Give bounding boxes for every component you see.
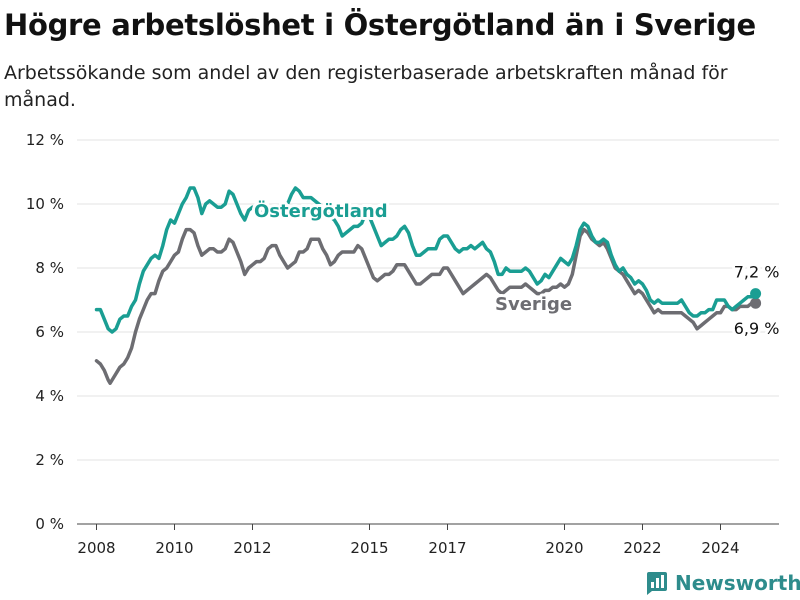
sverige-line (94, 227, 758, 385)
grid-layer (77, 139, 779, 525)
x-tick-label: 2022 (623, 539, 661, 557)
sverige-end-point (750, 297, 762, 309)
x-tick-label: 2024 (701, 539, 739, 557)
chart-subtitle: Arbetssökande som andel av den registerb… (4, 62, 728, 111)
ostergotland-series-label: Östergötland (254, 200, 388, 222)
y-tick-label: 0 % (35, 515, 64, 533)
ostergotland-end-label: 7,2 % (734, 263, 780, 282)
sverige-series-label: Sverige (495, 294, 572, 315)
y-tick-label: 2 % (35, 451, 64, 469)
x-tick-label: 2012 (233, 539, 271, 557)
ostergotland-line (94, 186, 758, 334)
x-tick-label: 2017 (428, 539, 466, 557)
x-tick-label: 2015 (350, 539, 388, 557)
y-tick-label: 4 % (35, 387, 64, 405)
y-tick-label: 8 % (35, 259, 64, 277)
sverige-end-label: 6,9 % (734, 319, 780, 338)
x-tick-label: 2010 (155, 539, 193, 557)
brand-name: Newsworthy (675, 571, 800, 595)
axis-layer: 0 % 2 % 4 % 6 % 8 % 10 % 12 % 2008 2010 2012 2015 2… (26, 131, 779, 557)
series-layer (94, 186, 762, 385)
label-layer: Östergötland Sverige 7,2 % 6,9 % (251, 197, 782, 341)
x-tick-label: 2008 (77, 539, 115, 557)
y-tick-label: 6 % (35, 323, 64, 341)
y-tick-label: 12 % (26, 131, 64, 149)
bar-chart-logo-icon (647, 572, 667, 595)
ostergotland-end-point (750, 288, 762, 300)
newsworthy-brand[interactable]: Newsworthy (644, 570, 800, 596)
y-tick-label: 10 % (26, 195, 64, 213)
x-tick-label: 2020 (545, 539, 583, 557)
page-title: Högre arbetslöshet i Östergötland än i S… (4, 8, 756, 42)
